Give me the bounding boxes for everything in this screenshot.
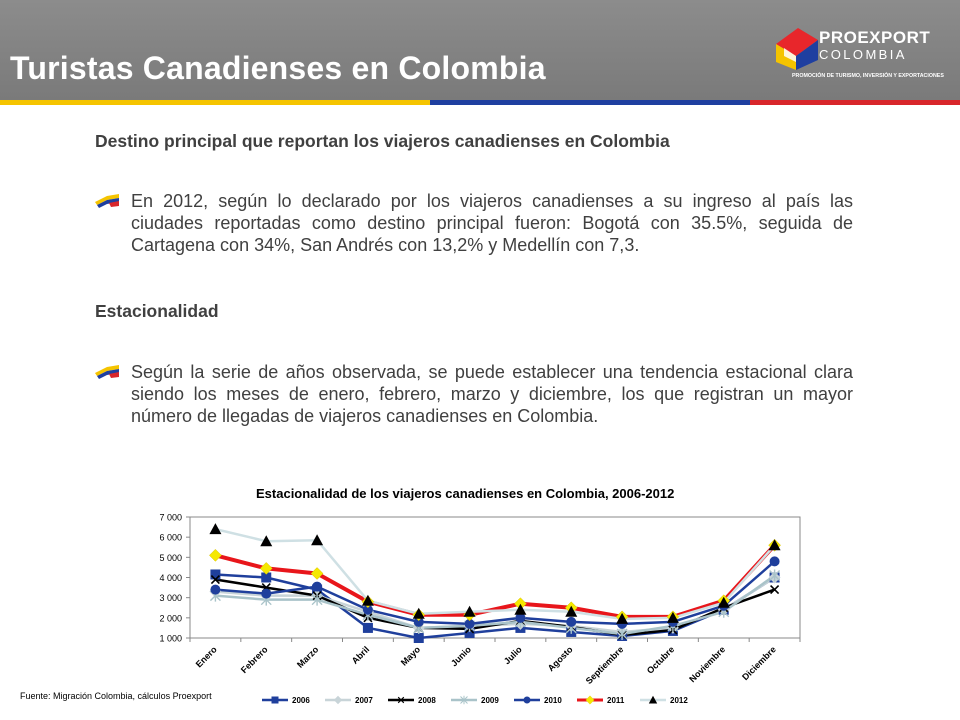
x-tick-label: Octubre [645,644,676,675]
legend-label: 2012 [670,696,688,705]
logo-tagline: PROMOCIÓN DE TURISMO, INVERSIÓN Y EXPORT… [792,73,944,79]
section-title-destination: Destino principal que reportan los viaje… [95,131,670,151]
data-point [311,593,323,606]
data-point [565,605,578,617]
x-tick-label: Mayo [399,644,423,668]
data-point [209,523,222,535]
seasonality-line-chart: 1 000 2 000 3 000 4 000 5 000 6 000 7 000 Enero… [159,513,801,705]
data-point [769,569,781,582]
legend-marker [648,695,658,704]
data-point [464,618,475,629]
data-point [412,607,425,619]
legend-marker [585,695,595,705]
data-point [514,603,527,615]
data-point [312,581,323,592]
flag-stripe-blue [430,100,750,105]
y-tick-label: 3 000 [159,593,182,603]
x-tick-label: Febrero [239,644,270,675]
legend-label: 2008 [418,696,436,705]
data-point [616,612,629,624]
title-bar: Turistas Canadienses en Colombia PROEXPO… [0,0,960,100]
legend-label: 2009 [481,696,499,705]
data-point [261,588,272,599]
data-point [566,616,577,627]
data-point [362,622,373,633]
colombia-flag-bullet-icon [95,365,119,379]
data-point [770,585,780,595]
y-tick-label: 6 000 [159,533,182,543]
x-tick-label: Marzo [295,644,321,670]
x-tick-label: Junio [449,644,473,668]
data-point [310,567,324,580]
series-line-2010 [215,560,776,626]
x-tick-label: Diciembre [740,644,778,682]
data-point [769,556,780,567]
y-tick-label: 2 000 [159,613,182,623]
x-tick-label: Agosto [546,644,575,673]
data-point [210,569,221,580]
data-point [210,574,220,585]
legend-label: 2010 [544,696,562,705]
data-point [362,604,373,615]
x-tick-label: Noviembre [687,644,727,684]
section-title-seasonality: Estacionalidad [95,301,219,321]
x-tick-label: Enero [194,644,219,669]
x-tick-label: Abril [350,644,372,666]
flag-stripe-yellow [0,100,430,105]
data-point [361,594,374,606]
legend-marker [460,695,468,705]
data-point [616,627,628,640]
paragraph-seasonality: Según la serie de años observada, se pue… [131,362,853,426]
data-point [717,596,730,608]
data-point [413,633,424,643]
data-point [515,612,526,623]
legend-label: 2006 [292,696,310,705]
chart-title: Estacionalidad de los viajeros canadiens… [256,486,675,501]
page-title: Turistas Canadienses en Colombia [10,50,546,86]
flag-stripe-red [750,100,960,105]
logo-country: COLOMBIA [819,47,907,62]
proexport-house-icon [776,28,818,70]
paragraph-destination: En 2012, según lo declarado por los viaj… [131,191,853,255]
data-point [311,534,324,546]
logo-name: PROEXPORT [819,28,931,47]
legend-marker [333,695,343,705]
legend-marker [397,696,405,704]
legend-label: 2007 [355,696,373,705]
data-point [261,572,272,583]
y-tick-label: 7 000 [159,513,182,523]
y-tick-label: 4 000 [159,573,182,583]
data-point [413,616,424,627]
x-tick-label: Septiembre [584,644,626,686]
data-point [210,584,221,595]
colombia-flag-bullet-icon [95,194,119,208]
source-footnote: Fuente: Migración Colombia, cálculos Pro… [20,691,212,701]
data-point [260,535,273,547]
data-point [768,539,781,551]
series-line-2012 [215,527,776,621]
legend-marker [271,696,279,704]
data-point [259,562,273,575]
data-point [463,605,476,617]
y-tick-label: 1 000 [159,634,182,644]
x-tick-label: Julio [502,644,524,666]
series-line-2009 [215,574,776,636]
y-tick-label: 5 000 [159,553,182,563]
data-point [464,627,475,638]
data-point [209,548,222,562]
proexport-logo: PROEXPORT COLOMBIA PROMOCIÓN DE TURISMO,… [772,26,952,88]
data-point [666,611,679,623]
legend-marker [523,696,531,704]
legend-label: 2011 [607,696,625,705]
